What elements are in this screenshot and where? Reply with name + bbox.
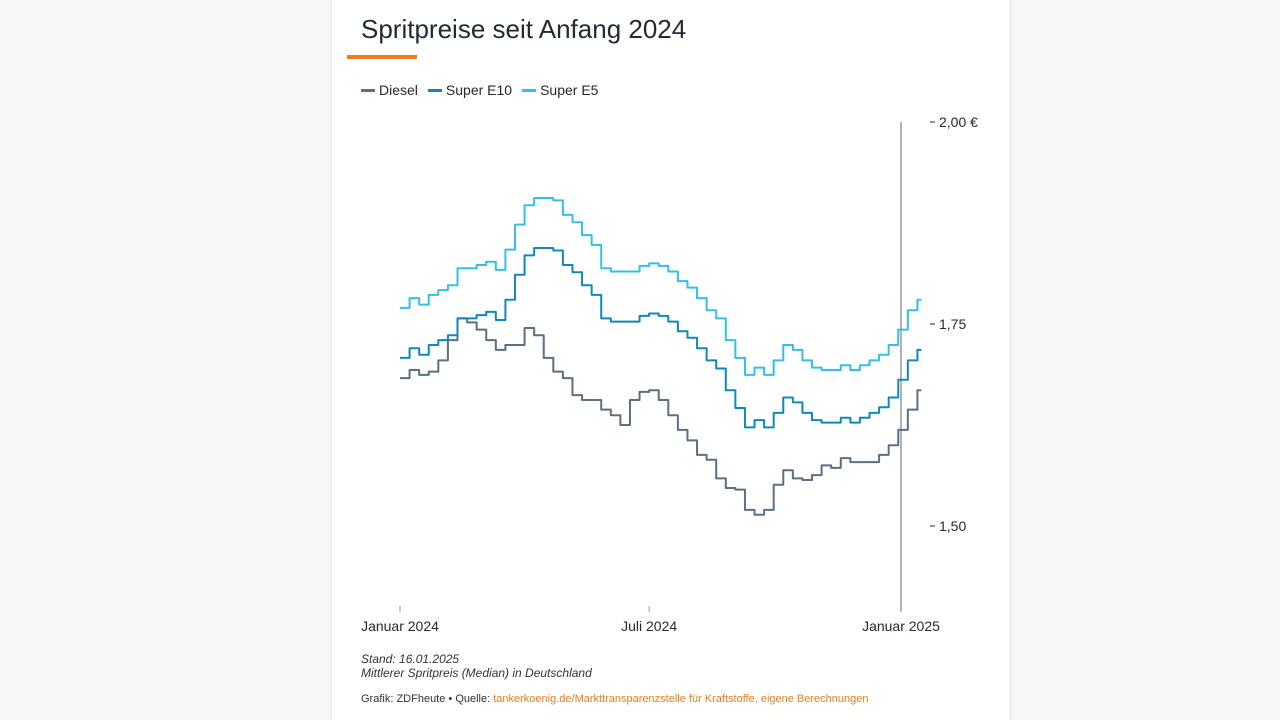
legend-label: Super E10 (445, 82, 513, 98)
y-tick-label: 1,50 (939, 518, 966, 534)
x-tick-label: Juli 2024 (621, 618, 677, 634)
x-tick-label: Januar 2025 (862, 618, 940, 634)
title-accent-bar (347, 55, 417, 59)
source-link[interactable]: tankerkoenig.de/Markttransparenzstelle f… (493, 693, 869, 705)
legend-item-e10: Super E10 (427, 82, 513, 98)
chart-title: Spritpreise seit Anfang 2024 (361, 14, 687, 44)
credit-prefix: Grafik: ZDFheute • Quelle: (361, 693, 494, 705)
legend-item-diesel: Diesel (361, 82, 418, 98)
description-note: Mittlerer Spritpreis (Median) in Deutsch… (361, 666, 592, 680)
x-tick-label: Januar 2024 (361, 618, 439, 634)
legend-swatch (361, 88, 375, 92)
series-line-diesel (400, 317, 922, 516)
legend-swatch (427, 88, 442, 92)
legend-label: Super E5 (540, 82, 599, 98)
series-line-super-e5 (400, 196, 922, 376)
credit-line: Grafik: ZDFheute • Quelle: tankerkoenig.… (361, 693, 868, 705)
legend: Diesel Super E10 Super E5 (361, 82, 598, 98)
stand-note: Stand: 16.01.2025 (361, 652, 460, 666)
legend-item-e5: Super E5 (522, 82, 598, 98)
series-line-super-e10 (400, 247, 922, 429)
legend-label: Diesel (379, 82, 418, 98)
y-tick-label: 1,75 (939, 316, 966, 332)
legend-swatch (522, 88, 537, 92)
y-tick-label: 2,00 € (939, 114, 978, 130)
